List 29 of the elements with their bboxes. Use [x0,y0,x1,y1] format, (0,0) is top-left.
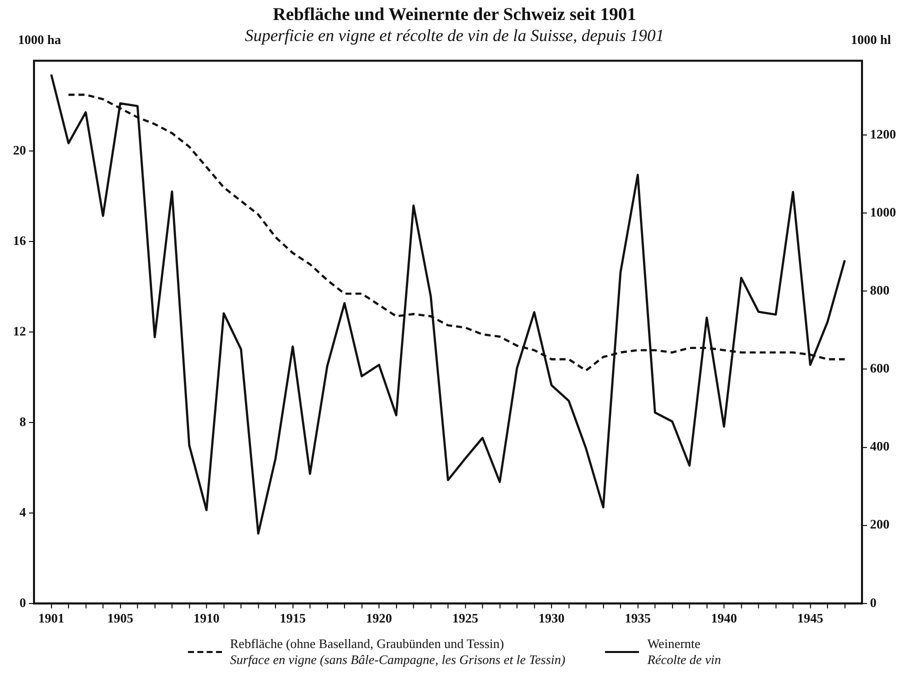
y2-tick-label: 600 [870,360,890,376]
y-tick-label: 16 [13,233,26,248]
x-tick-label: 1905 [107,610,134,626]
y2-tick-label: 1200 [870,126,896,142]
x-tick-label: 1935 [624,610,652,626]
y2-tick-label: 0 [870,594,876,610]
chart-subtitle: Superficie en vigne et récolte de vin de la Suisse, depuis 1901 [244,26,664,45]
legend-label: Rebfläche (ohne Baselland, Graubünden und Tessin) Surface en vigne (sans Bâle-Campagne, les Grisons et le Tessin) [230,636,566,668]
x-tick-label: 1930 [538,610,564,626]
legend-label: Weinernte Récolte de vin [647,636,721,668]
y-tick-label: 0 [20,594,26,610]
y-tick-label: 12 [13,323,26,338]
x-tick-label: 1920 [366,610,392,626]
x-tick-label: 1910 [194,610,220,626]
x-tick-label: 1925 [452,610,479,626]
y-tick-label: 4 [20,504,26,520]
x-tick-label: 1945 [797,610,824,626]
y2-axis-title: 1000 hl [850,32,891,48]
x-tick-label: 1915 [280,610,306,626]
y-axis-title: 1000 ha [18,32,61,48]
x-tick-label: 1901 [38,610,64,626]
y2-tick-label: 200 [870,516,890,532]
chart-title: Rebfläche und Weinernte der Schweiz seit 1901 [272,4,638,25]
y2-tick-label: 1000 [870,204,896,220]
y2-tick-label: 400 [870,438,890,454]
y-tick-label: 8 [20,414,26,429]
y2-tick-label: 800 [870,282,890,298]
x-tick-label: 1940 [711,610,737,626]
y-tick-label: 20 [13,142,26,158]
